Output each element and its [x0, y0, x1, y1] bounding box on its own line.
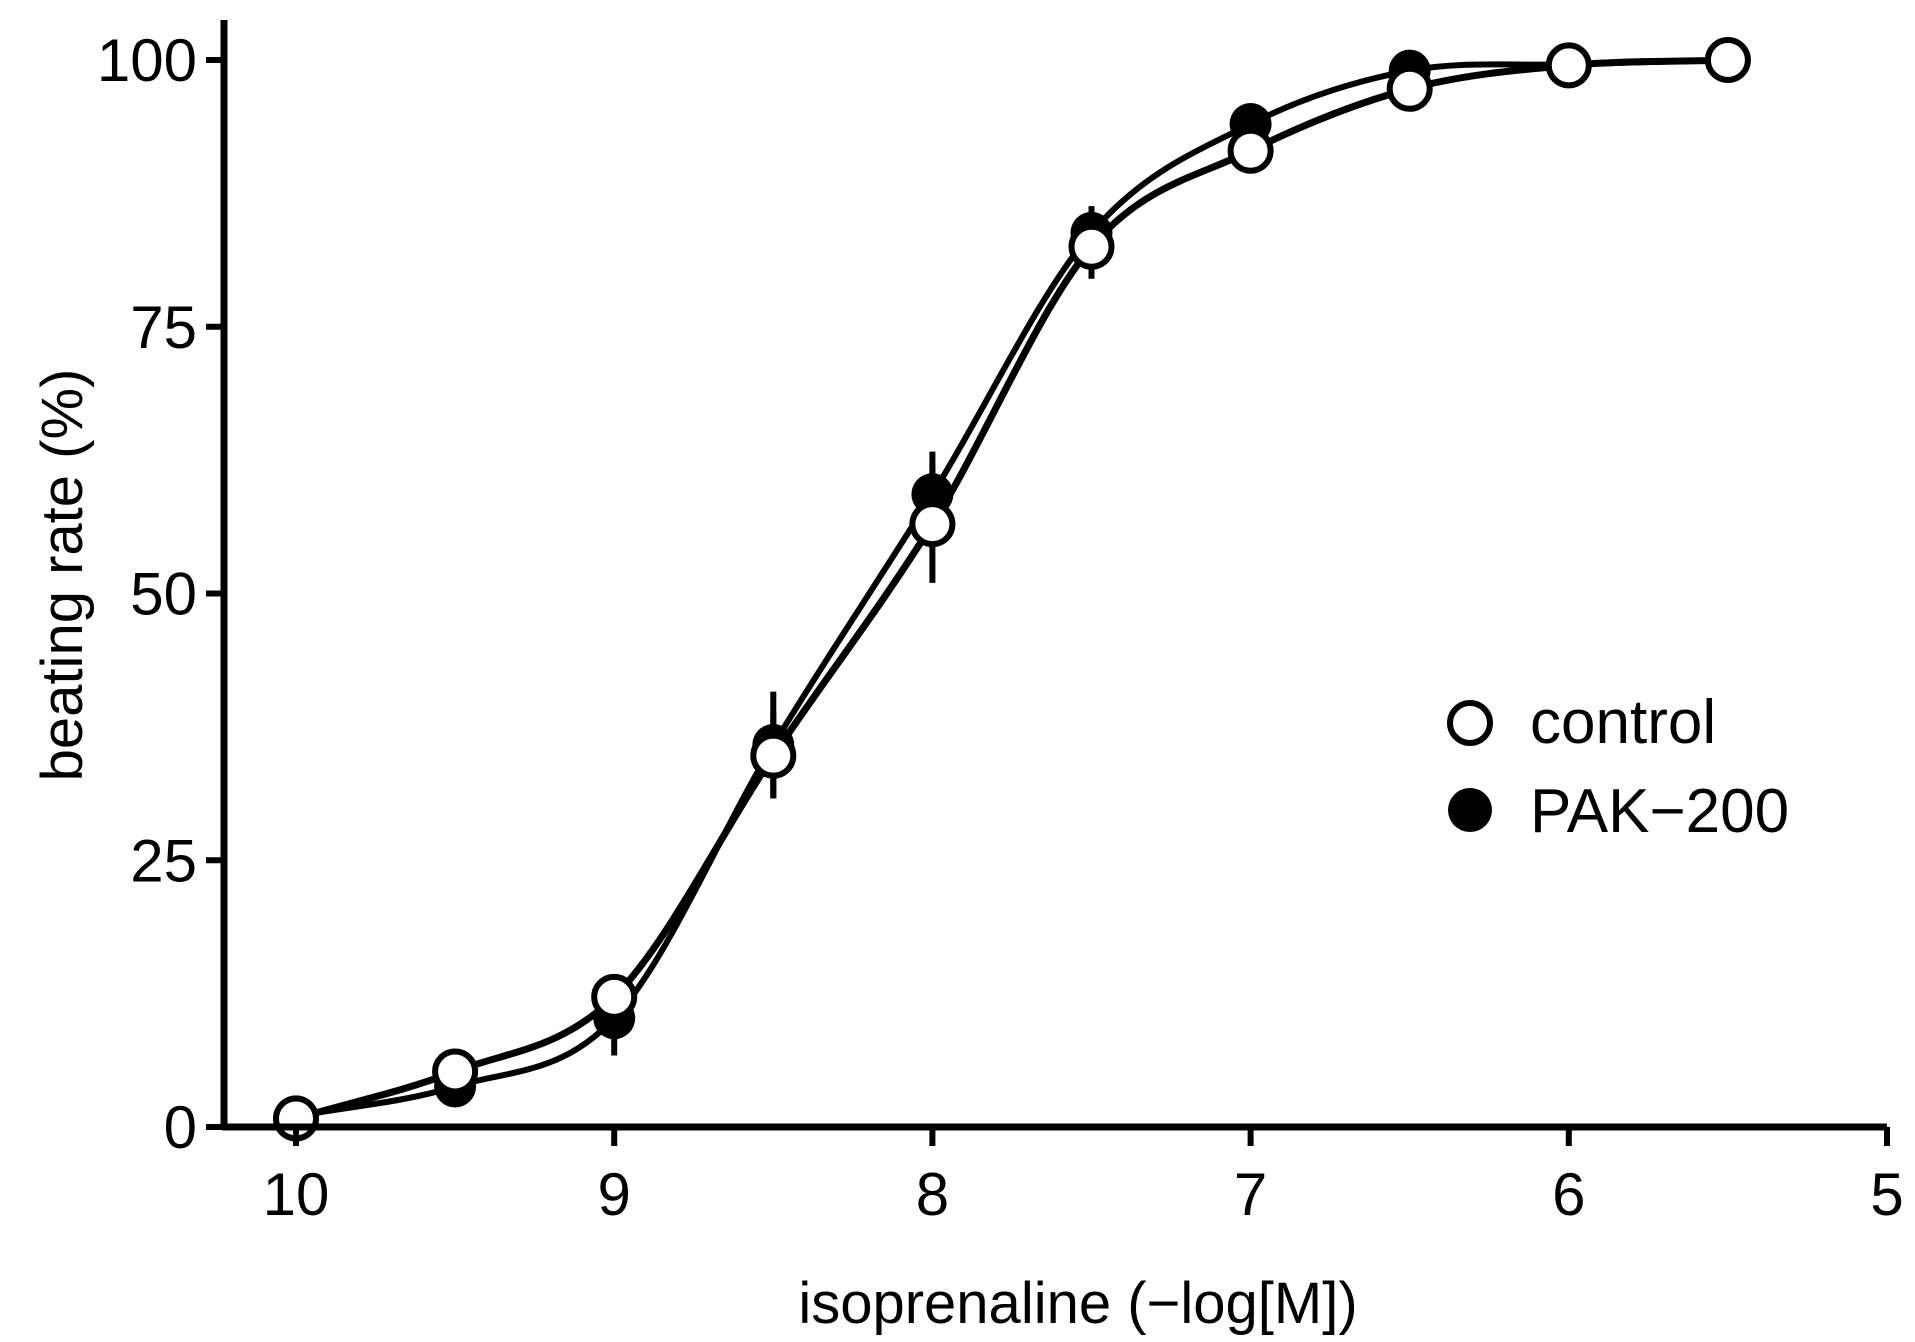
- y-tick-label-100: 100: [97, 27, 197, 94]
- data-point-control: [1704, 37, 1751, 83]
- data-point-control: [750, 732, 797, 779]
- y-tick-label-25: 25: [130, 827, 197, 894]
- legend-marker-pak-200: [1448, 788, 1492, 832]
- data-point-control: [909, 501, 956, 548]
- x-ticks: 10 9 8 7 6 5: [263, 1127, 1904, 1228]
- legend-marker-control: [1447, 700, 1493, 746]
- fitted-curves: [295, 56, 1729, 1122]
- legend-label-pak-200: PAK−200: [1530, 777, 1789, 846]
- fit-curve-control: [295, 56, 1729, 1122]
- data-point-control: [432, 1048, 479, 1095]
- x-tick-label-5: 5: [1870, 1161, 1903, 1228]
- legend: control PAK−200: [1447, 688, 1789, 846]
- x-axis-title: isoprenaline (−log[M]): [798, 1271, 1357, 1336]
- data-point-control: [1545, 42, 1592, 89]
- data-points: [273, 37, 1751, 1142]
- x-tick-label-7: 7: [1234, 1161, 1267, 1228]
- fit-curve-pak-200: [295, 57, 1728, 1120]
- x-tick-label-6: 6: [1552, 1161, 1585, 1228]
- data-point-control: [1068, 223, 1115, 270]
- error-bars: [293, 57, 1731, 1122]
- legend-label-control: control: [1530, 688, 1716, 757]
- y-axis-title: beating rate (%): [30, 369, 95, 782]
- y-tick-label-0: 0: [164, 1094, 197, 1161]
- axes: 0 25 50 75 100 10 9 8 7 6 5: [97, 20, 1904, 1228]
- data-point-control: [1386, 65, 1433, 112]
- y-tick-label-75: 75: [130, 294, 197, 361]
- data-point-control: [1227, 127, 1274, 174]
- y-ticks: 0 25 50 75 100: [97, 27, 224, 1161]
- data-point-control: [591, 973, 638, 1020]
- y-tick-label-50: 50: [130, 561, 197, 628]
- x-tick-label-9: 9: [598, 1161, 631, 1228]
- x-tick-label-8: 8: [916, 1161, 949, 1228]
- x-tick-label-10: 10: [263, 1161, 330, 1228]
